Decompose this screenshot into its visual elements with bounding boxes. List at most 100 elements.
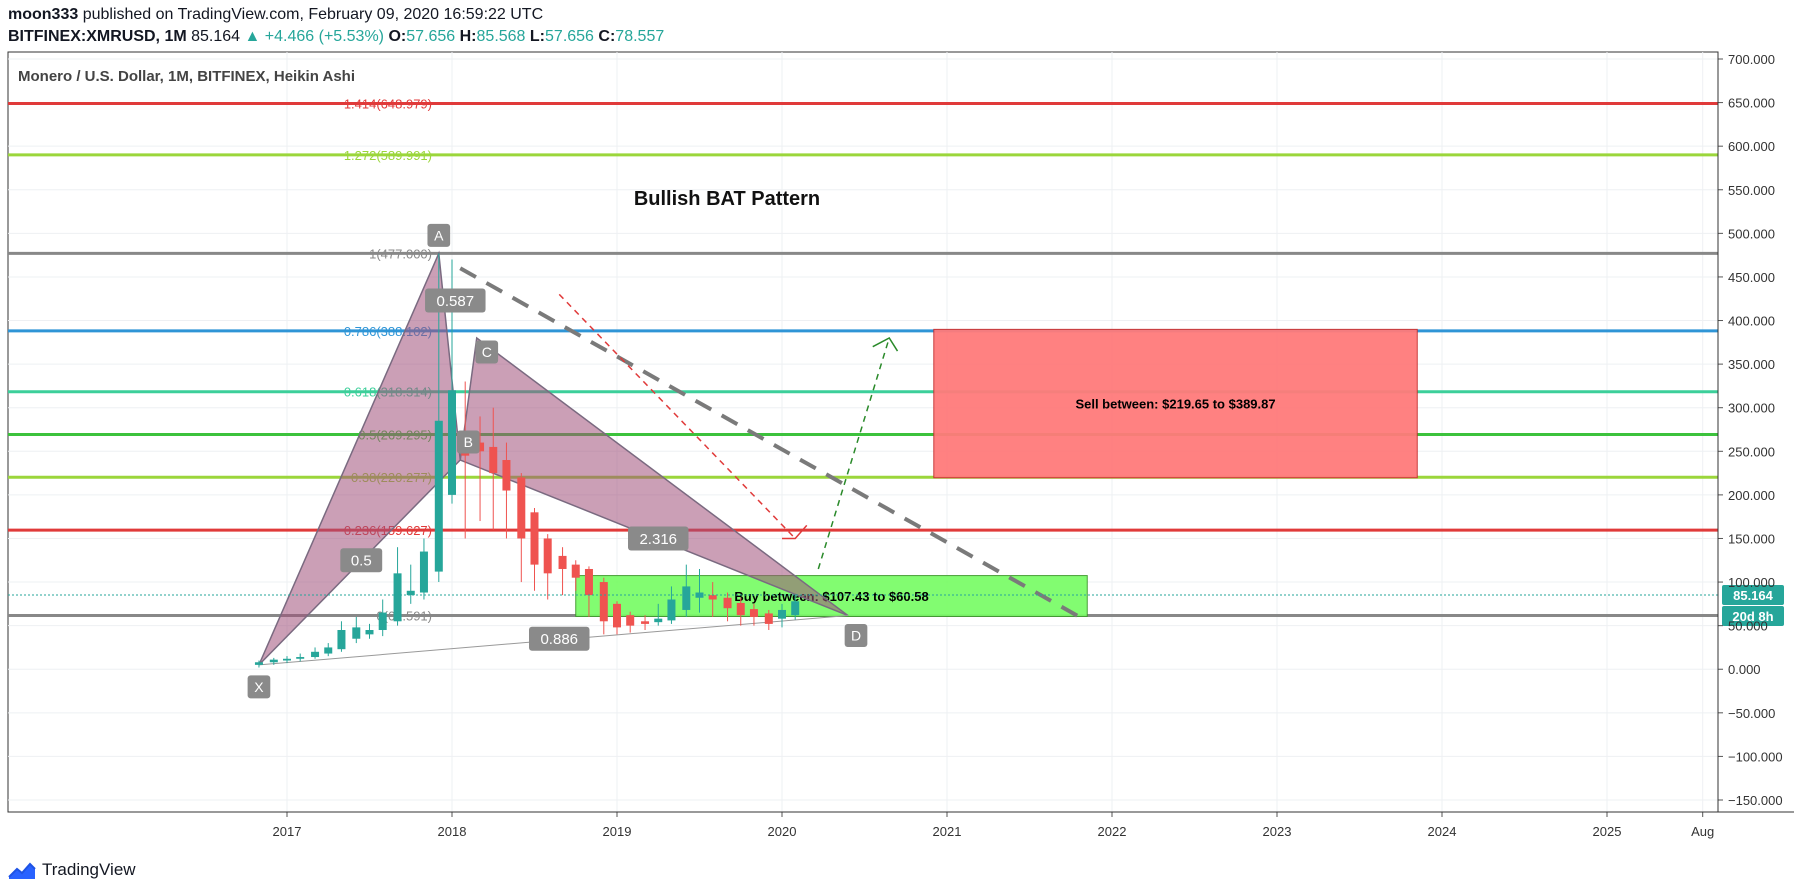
ratio-label: 0.587 <box>437 293 475 310</box>
candle-body <box>778 609 786 619</box>
candle-body <box>489 446 498 474</box>
candle-body <box>283 658 291 661</box>
countdown-box <box>1722 605 1784 626</box>
x-tick-label: 2024 <box>1428 824 1457 839</box>
x-tick-label: 2017 <box>273 824 302 839</box>
point-label-x-box <box>247 675 271 699</box>
candle-body <box>613 603 621 628</box>
tradingview-logo-icon <box>8 862 36 879</box>
ratio-label-box <box>628 526 689 551</box>
close-label: C: <box>598 28 616 45</box>
pattern-title: Bullish BAT Pattern <box>634 188 820 210</box>
candle-body <box>476 442 485 452</box>
y-tick-label: −150.000 <box>1728 793 1783 808</box>
x-tick-label: 2019 <box>603 824 632 839</box>
projection-down-line <box>558 293 796 539</box>
y-tick-label: 150.000 <box>1728 531 1775 546</box>
x-tick-label: 2023 <box>1263 824 1292 839</box>
y-tick-label: 500.000 <box>1728 226 1775 241</box>
y-tick-label: −100.000 <box>1728 749 1783 764</box>
x-tick-label: 2020 <box>768 824 797 839</box>
ratio-label-box <box>340 548 383 573</box>
symbol-line: BITFINEX:XMRUSD, 1M 85.164 ▲ +4.466 (+5.… <box>8 28 664 46</box>
point-label-x: X <box>254 679 264 695</box>
fib-level-label: 1.272(589.991) <box>344 148 432 163</box>
candle-body <box>517 477 526 539</box>
candle-body <box>393 573 402 622</box>
candle-body <box>296 657 305 659</box>
candle-body <box>599 582 608 622</box>
point-label-d: D <box>851 628 861 644</box>
sell-zone-label: Sell between: $219.65 to $389.87 <box>1075 397 1275 412</box>
point-label-c: C <box>482 344 492 360</box>
candle-body <box>626 615 635 626</box>
candle-body <box>543 538 552 574</box>
point-label-d-box <box>844 624 868 648</box>
candle-body <box>695 592 704 598</box>
high-value: 85.568 <box>476 28 526 45</box>
candle-body <box>749 609 758 617</box>
sell-zone <box>933 328 1418 479</box>
low-label: L: <box>529 28 546 45</box>
fib-level-label: 0(61.591) <box>376 609 432 624</box>
tradingview-brand[interactable]: TradingView <box>8 860 136 880</box>
x-tick-label: 2021 <box>933 824 962 839</box>
candle-body <box>352 627 361 639</box>
plot-frame <box>7 51 1719 813</box>
chart-title: Monero / U.S. Dollar, 1M, BITFINEX, Heik… <box>18 68 355 85</box>
candle-body <box>667 599 676 621</box>
point-label-a-box <box>427 223 451 247</box>
x-tick-label: 2025 <box>1593 824 1622 839</box>
candle-body <box>448 390 456 495</box>
candle-body <box>708 595 717 600</box>
x-tick-label: Aug <box>1691 824 1714 839</box>
candle-body <box>502 460 511 491</box>
candle-body <box>365 630 374 635</box>
candle-body <box>434 420 443 572</box>
current-price-box <box>1722 584 1784 605</box>
candle-body <box>324 647 333 654</box>
point-label-a: A <box>434 227 444 243</box>
candle-body <box>311 651 320 658</box>
candle-body <box>378 612 387 631</box>
countdown-label: 20d 8h <box>1732 609 1773 624</box>
current-price-label: 85.164 <box>1733 588 1774 603</box>
candle-body <box>558 555 567 569</box>
y-tick-label: 50.000 <box>1728 619 1768 634</box>
y-tick-label: 550.000 <box>1728 183 1775 198</box>
publish-line: moon333 published on TradingView.com, Fe… <box>8 6 543 24</box>
y-tick-label: 200.000 <box>1728 488 1775 503</box>
x-tick-label: 2022 <box>1098 824 1127 839</box>
high-label: H: <box>459 28 477 45</box>
ratio-label: 0.886 <box>540 631 578 648</box>
low-value: 57.656 <box>545 28 594 45</box>
open-value: 57.656 <box>406 28 456 45</box>
y-tick-label: 700.000 <box>1728 52 1775 67</box>
point-label-b: B <box>464 434 473 450</box>
candle-body <box>406 590 415 596</box>
candle-body <box>682 586 691 610</box>
point-label-b-box <box>456 430 480 454</box>
y-tick-label: 650.000 <box>1728 96 1775 111</box>
y-tick-label: 300.000 <box>1728 401 1775 416</box>
x-tick-label: 2018 <box>438 824 467 839</box>
open-label: O: <box>388 28 407 45</box>
y-tick-label: −50.000 <box>1728 706 1775 721</box>
y-tick-label: 350.000 <box>1728 357 1775 372</box>
candle-body <box>654 618 663 623</box>
last-price: 85.164 <box>191 28 241 45</box>
y-tick-label: 0.000 <box>1728 662 1761 677</box>
ratio-label: 0.5 <box>351 553 372 570</box>
ratio-label-box <box>529 626 590 651</box>
published-text: published on TradingView.com, February 0… <box>82 6 544 23</box>
y-tick-label: 250.000 <box>1728 444 1775 459</box>
author-name[interactable]: moon333 <box>8 6 79 23</box>
y-tick-label: 100.000 <box>1728 575 1775 590</box>
symbol-name[interactable]: BITFINEX:XMRUSD, 1M <box>8 28 187 45</box>
candle-body <box>254 662 263 665</box>
y-tick-label: 400.000 <box>1728 314 1775 329</box>
candle-body <box>419 551 428 593</box>
fib-level-label: 1(477.000) <box>369 246 432 261</box>
close-value: 78.557 <box>615 28 665 45</box>
